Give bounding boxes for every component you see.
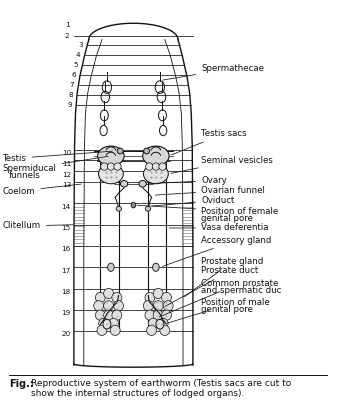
Ellipse shape [143,164,168,184]
Ellipse shape [112,293,122,303]
Ellipse shape [98,164,123,184]
Ellipse shape [95,310,105,320]
Circle shape [153,263,159,271]
Ellipse shape [146,163,153,170]
Ellipse shape [110,325,120,335]
Ellipse shape [145,293,155,303]
Ellipse shape [159,163,166,170]
Text: 9: 9 [67,102,72,108]
Ellipse shape [97,325,107,335]
Ellipse shape [109,318,119,329]
Text: 16: 16 [61,246,70,252]
Circle shape [156,319,164,329]
Ellipse shape [152,163,159,170]
Ellipse shape [117,148,123,154]
Text: genital pore: genital pore [201,215,253,223]
Text: Prostate duct: Prostate duct [165,266,259,307]
Ellipse shape [153,300,163,311]
Text: 6: 6 [71,72,76,78]
Ellipse shape [120,181,128,187]
Text: 13: 13 [62,182,71,188]
Text: 1: 1 [65,22,69,28]
Text: Spermathecae: Spermathecae [163,64,264,80]
Text: Fig.:: Fig.: [9,378,34,389]
Text: funnels: funnels [9,171,40,180]
Text: Ovarian funnel: Ovarian funnel [155,186,265,195]
Ellipse shape [116,206,121,211]
Ellipse shape [145,310,155,320]
Ellipse shape [162,293,171,303]
Ellipse shape [162,310,171,320]
Text: Position of male: Position of male [166,298,270,323]
Text: Position of female: Position of female [137,205,279,216]
Text: genital pore: genital pore [201,305,253,314]
Text: 17: 17 [61,268,70,273]
Text: 18: 18 [61,289,70,295]
Text: 14: 14 [62,204,71,210]
Text: Accessory gland: Accessory gland [163,236,272,266]
Circle shape [103,319,111,329]
Ellipse shape [99,318,109,329]
Ellipse shape [153,288,163,299]
Text: Testis sacs: Testis sacs [171,129,247,155]
Text: 7: 7 [69,82,74,88]
Text: 12: 12 [62,172,71,178]
Ellipse shape [104,310,113,320]
Text: Clitellum: Clitellum [3,222,73,230]
Text: Common prostate: Common prostate [159,279,279,317]
Ellipse shape [112,310,122,320]
Text: 8: 8 [68,92,73,98]
Text: 5: 5 [74,62,78,68]
Text: Oviduct: Oviduct [153,195,235,206]
Ellipse shape [148,318,158,329]
Text: 20: 20 [61,332,70,337]
Ellipse shape [101,163,108,170]
Ellipse shape [107,163,114,170]
Ellipse shape [163,300,173,311]
Ellipse shape [139,181,146,187]
Ellipse shape [144,148,150,154]
Text: 10: 10 [62,151,71,156]
Ellipse shape [158,318,168,329]
Circle shape [107,263,114,271]
Text: and spermatic duc: and spermatic duc [201,286,282,295]
Text: Prostate gland: Prostate gland [185,257,263,297]
Text: 3: 3 [78,42,83,49]
Ellipse shape [95,293,105,303]
Ellipse shape [147,325,157,335]
Ellipse shape [153,310,163,320]
Text: 19: 19 [61,310,70,316]
Ellipse shape [94,300,104,311]
Ellipse shape [143,300,153,311]
Text: Vasa deferentia: Vasa deferentia [169,223,269,232]
Text: 11: 11 [62,161,71,167]
Text: Coelom: Coelom [3,184,81,195]
Text: Testis: Testis [3,151,112,163]
Text: Seminal vesicles: Seminal vesicles [171,156,273,173]
Text: 2: 2 [65,32,69,39]
Text: Spermiducal: Spermiducal [3,156,108,173]
Ellipse shape [113,300,124,311]
Ellipse shape [145,206,150,211]
Text: Ovary: Ovary [149,176,227,185]
Ellipse shape [114,163,121,170]
Text: Reproductive system of earthworm (Testis sacs are cut to
show the internal struc: Reproductive system of earthworm (Testis… [31,378,291,398]
Ellipse shape [98,146,124,166]
Ellipse shape [143,146,169,166]
Circle shape [131,202,136,208]
Ellipse shape [160,325,170,335]
Text: 4: 4 [76,52,80,58]
Ellipse shape [104,300,113,311]
Text: 15: 15 [61,225,71,231]
Ellipse shape [104,288,113,299]
